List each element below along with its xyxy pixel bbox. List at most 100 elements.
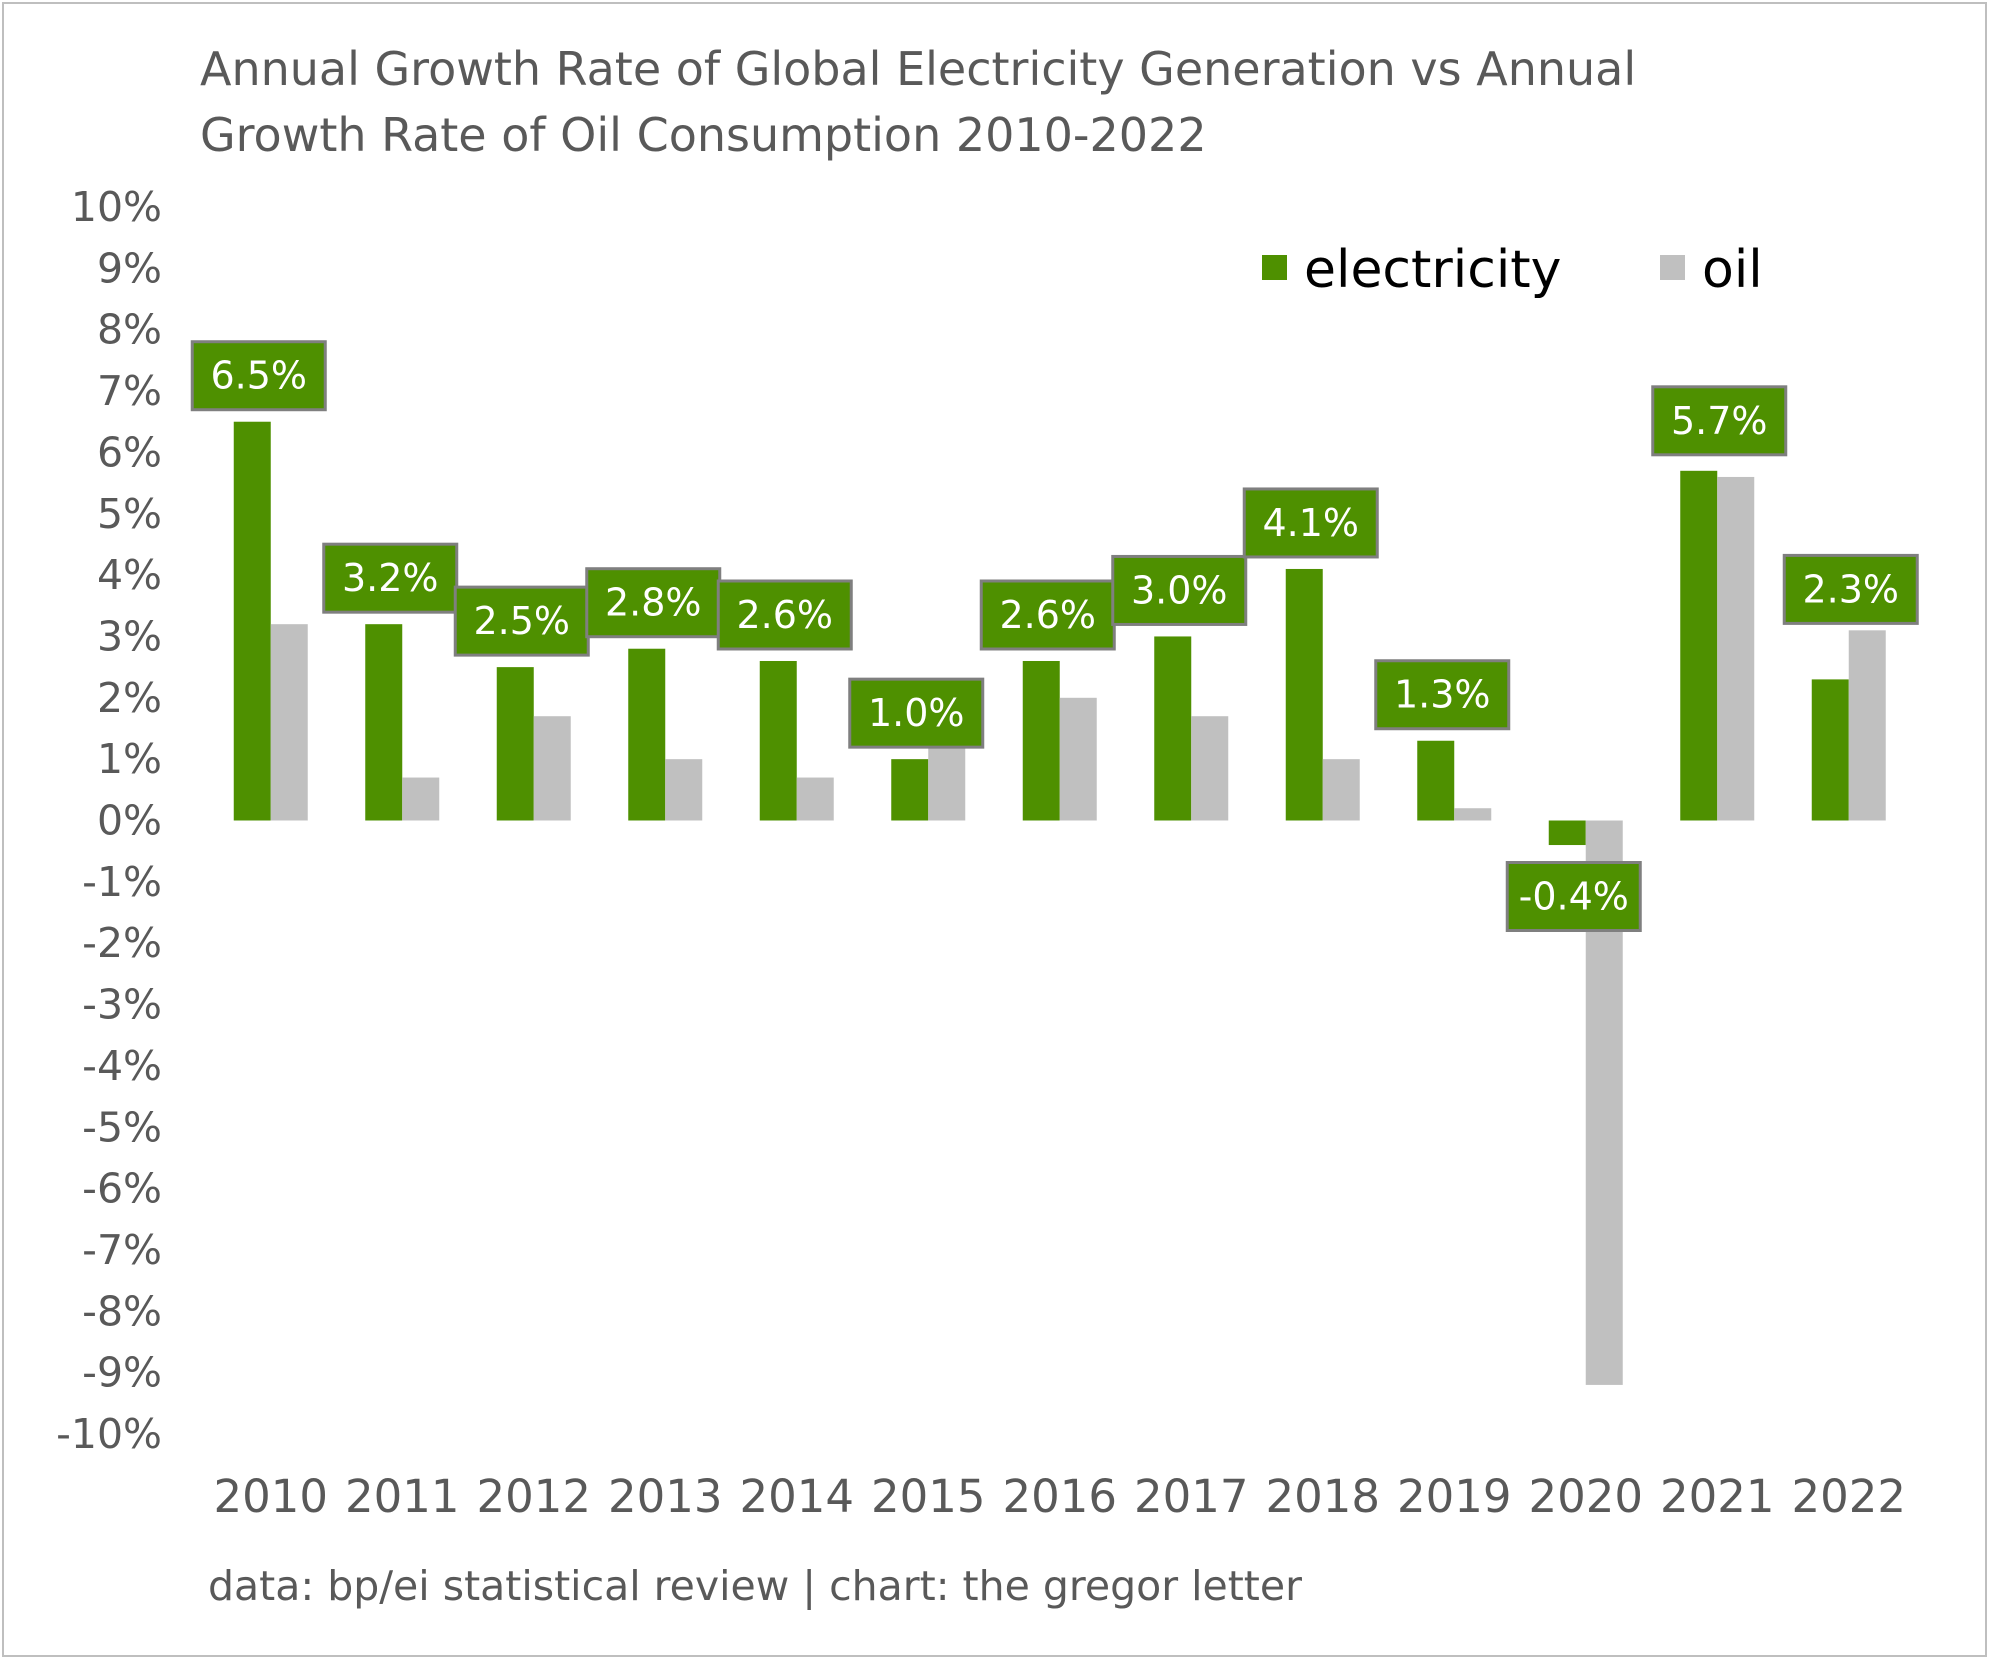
oil-bar-2016 [1059,697,1097,821]
data-label-2018: 4.1% [1242,487,1379,559]
y-tick-label: -4% [82,1042,162,1090]
data-label-text: 3.2% [342,556,439,600]
y-tick-label: -1% [82,858,162,906]
data-label-box [716,579,853,651]
chart-title-line-2: Growth Rate of Oil Consumption 2010-2022 [200,108,1207,162]
x-tick-label: 2019 [1397,1470,1512,1523]
data-label-text: 3.0% [1131,568,1228,612]
data-label-2017: 3.0% [1111,554,1248,626]
legend-item-oil: oil [1660,240,1763,300]
oil-bar-2019 [1454,808,1492,821]
electricity-bar-2020 [1548,820,1586,846]
legend-swatch [1262,255,1287,280]
data-label-2022: 2.3% [1782,553,1919,625]
y-tick-label: 9% [97,244,162,292]
y-tick-label: 5% [97,490,162,538]
y-tick-label: -6% [82,1165,162,1213]
oil-bar-2022 [1848,630,1886,821]
y-tick-label: -8% [82,1287,162,1335]
x-tick-label: 2022 [1791,1470,1906,1523]
electricity-bar-2015 [891,759,929,821]
data-label-2012: 2.5% [453,585,590,657]
data-label-2015: 1.0% [848,677,985,749]
oil-bar-2014 [796,777,834,821]
data-label-text: 1.3% [1394,673,1491,717]
electricity-bar-2016 [1022,660,1060,821]
x-tick-label: 2012 [476,1470,591,1523]
x-tick-label: 2021 [1660,1470,1775,1523]
x-tick-label: 2018 [1265,1470,1380,1523]
y-tick-label: 10% [71,183,162,231]
y-tick-label: 0% [97,797,162,845]
x-tick-label: 2010 [213,1470,328,1523]
y-tick-label: 7% [97,367,162,415]
data-label-2013: 2.8% [585,567,722,639]
data-label-text: 5.7% [1671,399,1768,443]
y-tick-label: -3% [82,981,162,1029]
data-label-2021: 5.7% [1651,385,1788,457]
data-label-box [848,677,985,749]
data-label-box [1505,861,1642,932]
y-tick-label: 6% [97,428,162,476]
x-tick-label: 2015 [871,1470,986,1523]
source-note: data: bp/ei statistical review | chart: … [208,1562,1302,1610]
oil-bar-2011 [402,777,440,821]
y-axis: 10% 9% 8% 7% 6% 5% 4% 3% 2% 1% 0% -1% -2% -3% -4% -5% -6… [56,183,162,1458]
oil-bar-2021 [1717,476,1755,821]
data-label-text: 2.6% [999,593,1096,637]
electricity-bar-2017 [1154,636,1192,821]
electricity-bar-2011 [365,624,403,821]
data-label-text: 6.5% [210,354,307,398]
data-label-2016: 2.6% [979,579,1116,651]
data-label-text: 2.6% [736,593,833,637]
data-label-box [585,567,722,639]
oil-bar-2017 [1191,716,1229,821]
data-label-box [190,340,327,412]
legend: electricity oil [1262,240,1763,300]
x-axis: 2010 2011 2012 2013 2014 2015 2016 2017 2018 2019… [213,1470,1906,1523]
legend-label: electricity [1304,240,1561,300]
data-label-text: 2.3% [1802,567,1899,611]
electricity-bar-2014 [759,660,797,821]
data-label-2020: -0.4% [1505,861,1642,932]
electricity-bar-2022 [1811,679,1849,821]
data-label-2019: 1.3% [1374,659,1511,731]
data-label-box [1111,554,1248,626]
electricity-bar-2013 [628,648,666,821]
chart-title: Annual Growth Rate of Global Electricity… [200,36,1800,168]
oil-bar-2012 [533,716,571,821]
data-label-box [1782,553,1919,625]
electricity-bar-2019 [1417,740,1455,821]
y-tick-label: 4% [97,551,162,599]
data-label-box [1651,385,1788,457]
oil-bar-2013 [665,759,703,821]
x-tick-label: 2017 [1134,1470,1249,1523]
y-tick-label: -10% [56,1410,162,1458]
oil-bar-2010 [270,624,308,821]
electricity-bar-2010 [233,421,271,821]
y-tick-label: 1% [97,735,162,783]
electricity-bar-2018 [1285,568,1323,821]
legend-swatch [1660,255,1685,280]
x-tick-label: 2013 [608,1470,723,1523]
data-label-text: -0.4% [1519,875,1629,919]
data-label-box [1242,487,1379,559]
y-tick-label: 3% [97,612,162,660]
y-tick-label: -9% [82,1349,162,1397]
data-label-box [322,542,459,614]
data-label-text: 2.5% [473,599,570,643]
bars [233,421,1886,1385]
y-tick-label: 2% [97,674,162,722]
data-label-box [1374,659,1511,731]
data-label-2011: 3.2% [322,542,459,614]
data-label-2010: 6.5% [190,340,327,412]
data-labels: 6.5% 3.2% 2.5% 2.8% 2.6% 1.0% 2.6% 3.0% 4.1% 1.3%… [190,340,1919,932]
data-label-2014: 2.6% [716,579,853,651]
y-tick-label: 8% [97,306,162,354]
y-tick-label: -2% [82,919,162,967]
x-tick-label: 2016 [1002,1470,1117,1523]
data-label-text: 4.1% [1262,501,1359,545]
oil-bar-2018 [1322,759,1360,821]
